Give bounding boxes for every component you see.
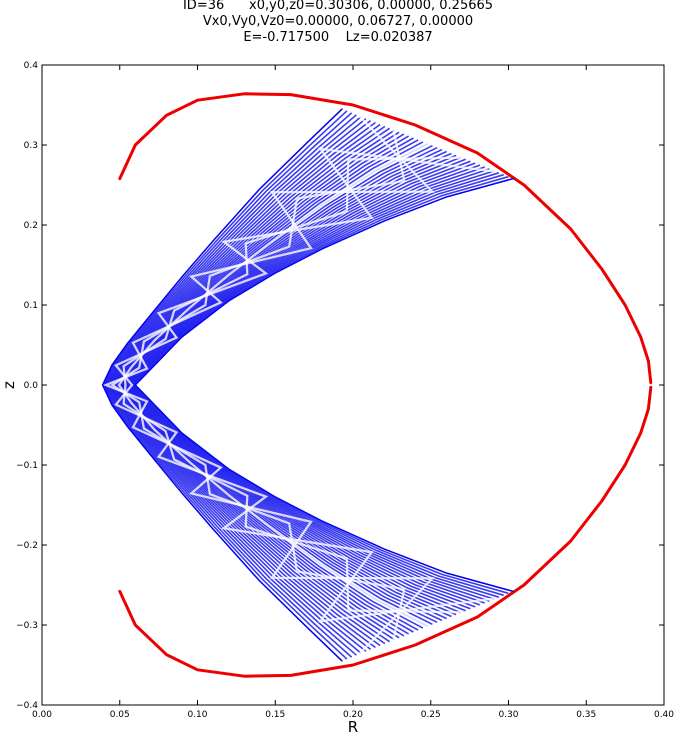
orbit-strand xyxy=(103,112,353,658)
orbit-envelope xyxy=(102,108,343,662)
orbit-strand xyxy=(111,129,395,641)
tick-layer: 0.00 0.05 0.10 0.15 0.20 0.25 0.30 0.35 0.40 −0.4… xyxy=(16,61,674,720)
x-tick-label: 0.20 xyxy=(343,710,363,720)
zero-velocity-curve xyxy=(118,92,653,385)
y-tick-label: −0.2 xyxy=(16,541,38,551)
y-tick-label: −0.1 xyxy=(16,461,38,471)
orbit-strand xyxy=(108,121,376,649)
y-tick-label: −0.3 xyxy=(16,621,38,631)
orbit-strand xyxy=(114,135,410,635)
x-tick-label: 0.05 xyxy=(110,710,130,720)
y-tick-label: 0.2 xyxy=(24,221,38,231)
y-tick-label: 0.3 xyxy=(24,141,38,151)
y-axis-label: z xyxy=(0,381,18,389)
y-tick-label: 0.0 xyxy=(24,381,39,391)
title-line-3: E=-0.717500 Lz=0.020387 xyxy=(243,30,433,45)
title-line-2: Vx0,Vy0,Vz0=0.00000, 0.06727, 0.00000 xyxy=(202,14,474,29)
x-tick-label: 0.00 xyxy=(32,710,52,720)
orbit-strand xyxy=(115,137,414,633)
orbit-strand xyxy=(133,175,509,595)
x-tick-label: 0.40 xyxy=(654,710,674,720)
orbit-strand xyxy=(130,170,495,600)
orbit-strand xyxy=(121,150,447,620)
x-axis-label: R xyxy=(348,718,358,736)
x-tick-label: 0.35 xyxy=(576,710,596,720)
y-tick-label: 0.1 xyxy=(24,301,38,311)
orbit-envelope xyxy=(134,178,514,592)
x-tick-label: 0.25 xyxy=(421,710,441,720)
series-layer xyxy=(102,92,653,678)
zero-velocity-curve xyxy=(118,385,653,678)
x-tick-label: 0.10 xyxy=(187,710,207,720)
orbit-strand xyxy=(123,154,457,616)
orbit-strand xyxy=(122,152,452,618)
orbit-crossing xyxy=(114,147,497,623)
y-tick-label: −0.4 xyxy=(16,701,38,711)
x-tick-label: 0.15 xyxy=(265,710,285,720)
x-tick-label: 0.30 xyxy=(498,710,518,720)
orbit-layer xyxy=(101,108,514,662)
y-tick-label: 0.4 xyxy=(24,61,39,71)
title-line-1: ID=36 x0,y0,z0=0.30306, 0.00000, 0.25665 xyxy=(182,0,494,13)
